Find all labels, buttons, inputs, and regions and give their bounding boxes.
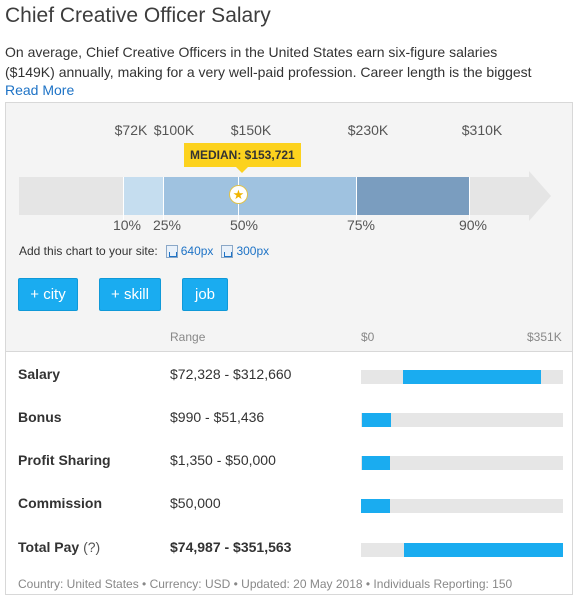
job-button[interactable]: job bbox=[182, 278, 228, 311]
header-range: Range bbox=[170, 330, 206, 344]
table-separator bbox=[6, 351, 572, 352]
help-link[interactable]: (?) bbox=[83, 539, 101, 555]
row-range: $50,000 bbox=[170, 495, 221, 511]
range-arrow bbox=[529, 171, 551, 221]
range-bar-fill bbox=[361, 413, 391, 427]
divider-25 bbox=[163, 177, 164, 223]
row-label: Commission bbox=[18, 495, 103, 511]
top-tick-310k: $310K bbox=[461, 122, 503, 138]
row-label: Bonus bbox=[18, 409, 62, 425]
row-range: $1,350 - $50,000 bbox=[170, 452, 276, 468]
header-max: $351K bbox=[527, 330, 562, 344]
top-tick-230k: $230K bbox=[347, 122, 389, 138]
range-bar-fill bbox=[402, 370, 541, 384]
range-bar bbox=[361, 370, 563, 384]
row-label: Salary bbox=[18, 366, 61, 382]
range-bar-fill bbox=[361, 456, 390, 470]
description-line-1: On average, Chief Creative Officers in t… bbox=[5, 44, 498, 60]
segment-75-90 bbox=[356, 177, 469, 215]
row-range: $74,987 - $351,563 bbox=[170, 539, 292, 555]
segment-25-75 bbox=[163, 177, 356, 215]
bottom-tick-25: 25% bbox=[152, 217, 182, 233]
range-bar bbox=[361, 413, 563, 427]
range-bar bbox=[361, 543, 563, 557]
chart-area: $72K $100K $150K $230K $310K 10% 25% 50%… bbox=[6, 103, 572, 351]
divider-90 bbox=[469, 177, 470, 223]
add-skill-button[interactable]: + skill bbox=[99, 278, 161, 311]
row-range: $72,328 - $312,660 bbox=[170, 366, 292, 382]
row-range: $990 - $51,436 bbox=[170, 409, 265, 425]
embed-icon[interactable] bbox=[165, 244, 178, 258]
description-line-2: ($149K) annually, making for a very well… bbox=[5, 64, 532, 80]
row-label: Profit Sharing bbox=[18, 452, 111, 468]
embed-chart-row: Add this chart to your site: 640px 300px bbox=[19, 244, 269, 258]
embed-link-640[interactable]: 640px bbox=[180, 244, 214, 258]
top-tick-100k: $100K bbox=[153, 122, 195, 138]
bottom-tick-75: 75% bbox=[346, 217, 376, 233]
range-bar bbox=[361, 456, 563, 470]
read-more-link[interactable]: Read More bbox=[5, 82, 75, 98]
star-icon[interactable]: ★ bbox=[229, 185, 248, 204]
total-pay-label: Total Pay bbox=[18, 539, 80, 555]
range-bar bbox=[361, 499, 563, 513]
footer-meta: Country: United States • Currency: USD •… bbox=[18, 577, 513, 591]
description: On average, Chief Creative Officers in t… bbox=[5, 42, 573, 82]
top-tick-150k: $150K bbox=[230, 122, 272, 138]
row-label: Total Pay (?) bbox=[18, 539, 100, 555]
header-min: $0 bbox=[361, 330, 375, 344]
top-tick-72k: $72K bbox=[114, 122, 148, 138]
range-bar-fill bbox=[403, 543, 563, 557]
embed-icon[interactable] bbox=[221, 244, 234, 258]
embed-link-300[interactable]: 300px bbox=[236, 244, 270, 258]
embed-label: Add this chart to your site: bbox=[19, 244, 158, 258]
median-tooltip: MEDIAN: $153,721 bbox=[184, 143, 301, 173]
page-title: Chief Creative Officer Salary bbox=[5, 4, 271, 27]
segment-10-25 bbox=[123, 177, 163, 215]
bottom-tick-50: 50% bbox=[229, 217, 259, 233]
bottom-tick-90: 90% bbox=[458, 217, 488, 233]
range-bar-fill bbox=[361, 499, 390, 513]
bottom-tick-10: 10% bbox=[112, 217, 142, 233]
add-city-button[interactable]: + city bbox=[18, 278, 78, 311]
salary-panel: $72K $100K $150K $230K $310K 10% 25% 50%… bbox=[5, 102, 573, 595]
divider-10 bbox=[123, 177, 124, 223]
divider-75 bbox=[356, 177, 357, 223]
